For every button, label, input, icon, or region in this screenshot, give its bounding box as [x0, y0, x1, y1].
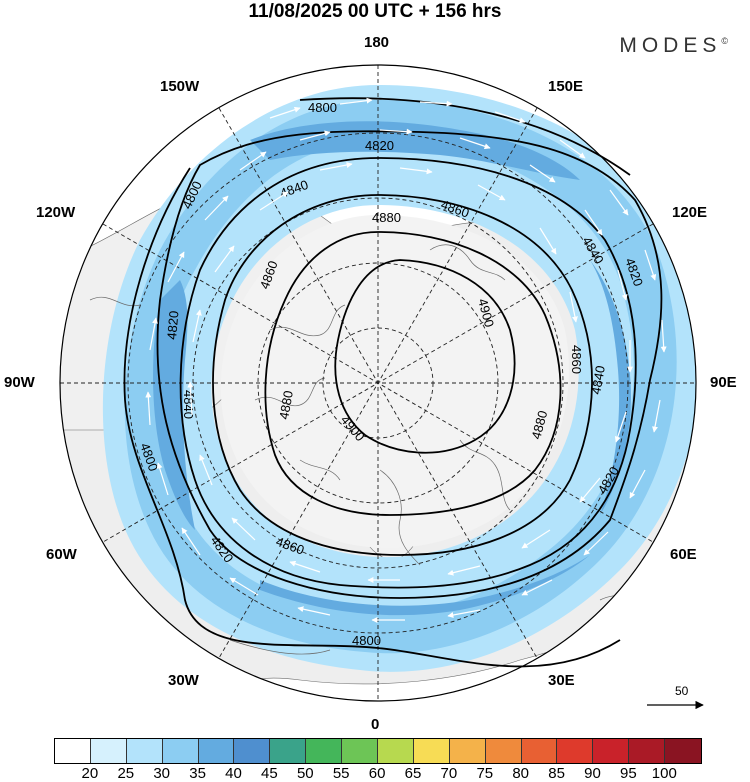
colorbar-label: 65 [404, 765, 422, 782]
lon-label-90e: 90E [710, 374, 737, 391]
lon-label-0: 0 [371, 716, 380, 733]
jet-streak-north [250, 121, 580, 180]
map-disc [60, 65, 696, 701]
colorbar-label: 25 [117, 765, 135, 782]
copyright-mark: © [721, 36, 728, 46]
map-title: 11/08/2025 00 UTC + 156 hrs [248, 1, 502, 22]
colorbar-swatch [593, 739, 630, 763]
lon-label-60w: 60W [46, 546, 77, 563]
colorbar-swatch [413, 739, 450, 763]
contour-label: 4820 [164, 310, 181, 340]
lon-label-150e: 150E [548, 78, 584, 95]
colorbar-swatch [198, 739, 235, 763]
colorbar-label: 30 [153, 765, 171, 782]
colorbar-swatch [378, 739, 414, 763]
colorbar-swatch [55, 739, 91, 763]
jet-streak-east [590, 260, 631, 515]
lon-label-150w: 150W [160, 78, 200, 95]
colorbar-swatch [665, 739, 702, 763]
colorbar-label: 55 [332, 765, 350, 782]
brand-name: MODES [619, 34, 722, 57]
colorbar-swatch [270, 739, 307, 763]
lon-label-60e: 60E [670, 546, 697, 563]
graticule [60, 65, 696, 701]
colorbar-label: 100 [651, 765, 677, 782]
colorbar-swatch [521, 739, 558, 763]
colorbar-swatch [90, 739, 127, 763]
jet-streak-west [153, 280, 195, 530]
vector-scale-label: 50 [675, 684, 689, 698]
colorbar-label: 75 [476, 765, 494, 782]
colorbar-label: 50 [296, 765, 314, 782]
contour-label: 4840 [181, 390, 196, 419]
contour-4800 [123, 97, 631, 668]
contour-label: 4840 [588, 364, 608, 395]
lon-label-120e: 120E [672, 204, 708, 221]
colorbar-label: 40 [225, 765, 242, 782]
polar-region [220, 215, 569, 548]
colorbar-label: 60 [368, 765, 386, 782]
lon-label-120w: 120W [36, 204, 76, 221]
contour-label: 4900 [475, 297, 497, 329]
colorbar-swatch [342, 739, 379, 763]
colorbar-label: 90 [584, 765, 601, 782]
colorbar-label: 85 [548, 765, 565, 782]
colorbar-label: 35 [189, 765, 206, 782]
colorbar-swatch [629, 739, 666, 763]
lon-label-90w: 90W [4, 374, 35, 391]
lon-label-180: 180 [364, 34, 390, 51]
contour-label: 4880 [372, 210, 401, 225]
wind-vectors [145, 97, 667, 623]
colorbar-swatch [449, 739, 486, 763]
colorbar-label: 80 [512, 765, 530, 782]
contour-label: 4820 [365, 138, 394, 153]
contour-label: 4800 [352, 633, 381, 648]
lon-label-30w: 30W [168, 672, 199, 689]
colorbar-label: 70 [440, 765, 458, 782]
colorbar-label: 20 [81, 765, 99, 782]
colorbar-swatch [162, 739, 199, 763]
colorbar-swatch [126, 739, 163, 763]
colorbar-swatch [234, 739, 271, 763]
colorbar [54, 738, 703, 764]
colorbar-label: 45 [261, 765, 278, 782]
colorbar-swatch [485, 739, 522, 763]
colorbar-swatch [557, 739, 594, 763]
contour-4860 [212, 194, 593, 556]
contour-4880 [264, 231, 562, 516]
jet-band-outer [102, 85, 696, 672]
height-contours [123, 97, 663, 668]
contour-label: 4880 [528, 409, 550, 441]
contour-4900 [334, 259, 516, 454]
contour-label: 4800 [308, 100, 337, 115]
contour-4840 [179, 157, 637, 589]
colorbar-label: 95 [620, 765, 637, 782]
contour-label: 4860 [569, 345, 584, 374]
colorbar-swatch [306, 739, 343, 763]
lon-label-30e: 30E [548, 672, 575, 689]
contour-4820 [156, 130, 663, 599]
contour-label: 4880 [276, 389, 296, 420]
map-border [59, 64, 697, 702]
brand-logo: MODES© [619, 34, 728, 58]
